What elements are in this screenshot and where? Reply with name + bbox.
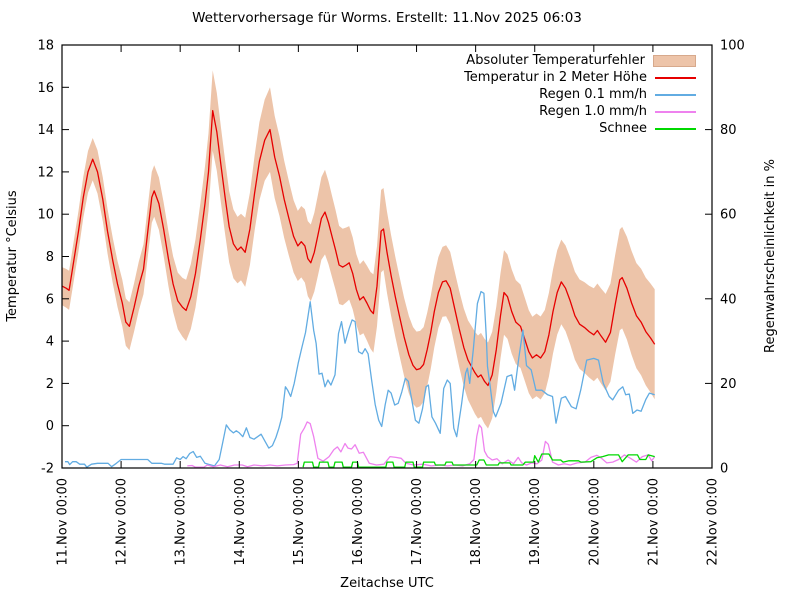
- series-rain01: [65, 290, 655, 468]
- legend-label: Absoluter Temperaturfehler: [466, 53, 645, 68]
- legend-label: Regen 1.0 mm/h: [539, 104, 647, 119]
- legend-label: Regen 0.1 mm/h: [539, 87, 647, 102]
- y-left-axis-title: Temperatur °Celsius: [5, 190, 20, 323]
- legend-swatch-rain10-line: [655, 110, 696, 113]
- y-left-tick-label: 2: [46, 377, 54, 392]
- x-tick-label: 12.Nov 00:00: [115, 478, 130, 566]
- legend-swatch-rain01-line: [655, 93, 696, 96]
- y-right-tick-label: 0: [720, 462, 728, 477]
- x-tick-label: 15.Nov 00:00: [292, 478, 307, 566]
- series-temperature: [61, 109, 656, 387]
- y-right-tick-label: 100: [720, 39, 745, 54]
- y-right-axis-title: Regenwahrscheinlichkeit in %: [763, 159, 778, 353]
- x-tick-label: 21.Nov 00:00: [646, 478, 661, 566]
- y-right-tick-label: 40: [720, 292, 737, 307]
- y-left-tick-label: 16: [37, 81, 54, 96]
- x-axis-title: Zeitachse UTC: [340, 576, 434, 591]
- x-tick-label: 20.Nov 00:00: [587, 478, 602, 566]
- plot-area: 11.Nov 00:00 12.Nov 00:00 13.Nov 00:00 14.N…: [37, 39, 744, 566]
- y-left-tick-label: -2: [41, 462, 54, 477]
- y-left-tick-label: 8: [46, 250, 54, 265]
- x-tick-label: 16.Nov 00:00: [351, 478, 366, 566]
- y-right-tick-label: 80: [720, 123, 737, 138]
- chart-title: Wettervorhersage für Worms. Erstellt: 11…: [192, 10, 582, 26]
- y-left-tick-label: 18: [37, 39, 54, 54]
- temperature-error-band: [62, 70, 655, 429]
- legend-item-snow: Schnee: [0, 120, 696, 137]
- chart-legend: Absoluter Temperaturfehler Temperatur in…: [0, 52, 696, 137]
- legend-swatch-temperature-line: [655, 76, 696, 79]
- x-tick-label: 22.Nov 00:00: [706, 478, 721, 566]
- y-left-tick-label: 12: [37, 165, 54, 180]
- x-tick-label: 18.Nov 00:00: [469, 478, 484, 566]
- legend-item-temperature: Temperatur in 2 Meter Höhe: [0, 69, 696, 86]
- x-tick-label: 19.Nov 00:00: [528, 478, 543, 566]
- legend-label: Schnee: [599, 121, 647, 136]
- x-tick-label: 14.Nov 00:00: [233, 478, 248, 566]
- legend-item-rain01: Regen 0.1 mm/h: [0, 86, 696, 103]
- y-right-tick-label: 60: [720, 208, 737, 223]
- series-snow: [302, 453, 655, 468]
- y-left-tick-label: 14: [37, 123, 54, 138]
- y-left-tick-label: 0: [46, 419, 54, 434]
- legend-label: Temperatur in 2 Meter Höhe: [464, 70, 647, 85]
- x-tick-label: 13.Nov 00:00: [174, 478, 189, 566]
- y-left-tick-label: 10: [37, 208, 54, 223]
- x-tick-label: 17.Nov 00:00: [410, 478, 425, 566]
- legend-swatch-snow-line: [655, 127, 696, 130]
- y-right-tick-label: 20: [720, 377, 737, 392]
- legend-item-rain10: Regen 1.0 mm/h: [0, 103, 696, 120]
- y-left-tick-label: 4: [46, 335, 54, 350]
- y-left-tick-label: 6: [46, 292, 54, 307]
- series-rain10: [187, 421, 656, 468]
- legend-swatch-band: [653, 54, 696, 67]
- legend-item-temperature-error: Absoluter Temperaturfehler: [0, 52, 696, 69]
- x-tick-label: 11.Nov 00:00: [56, 478, 71, 566]
